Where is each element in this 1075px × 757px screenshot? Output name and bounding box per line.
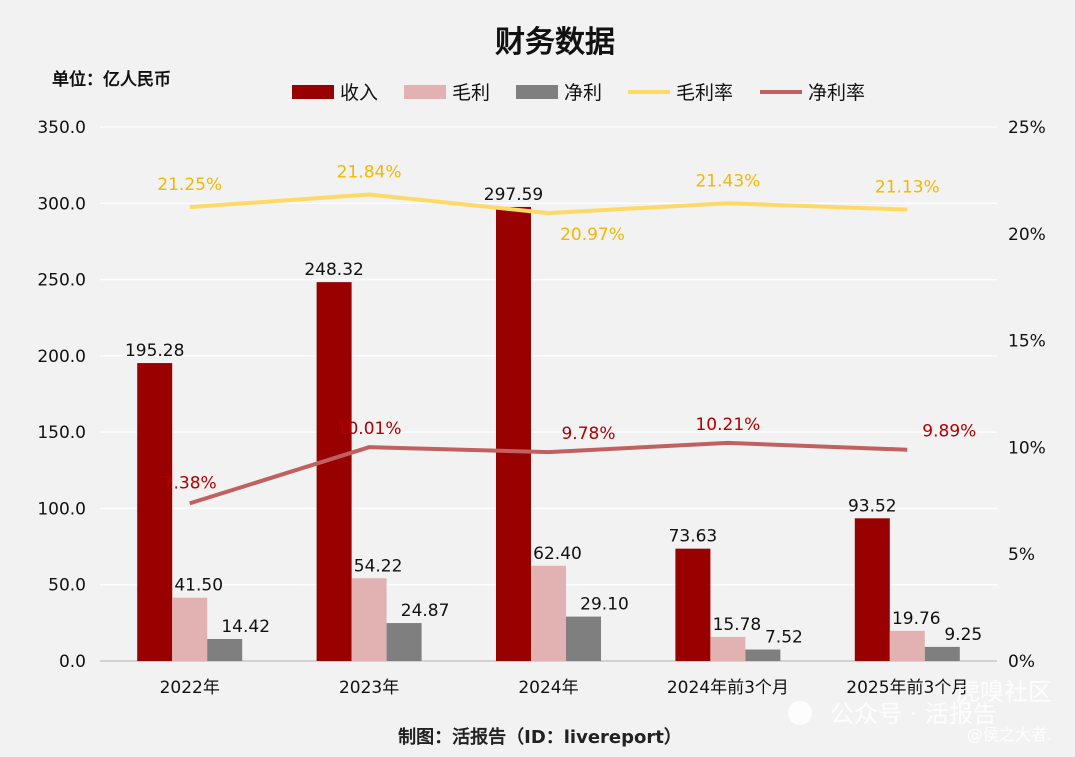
legend-label: 净利 [564, 82, 602, 104]
bar-data-label: 29.10 [580, 595, 629, 615]
x-tick-label: 2024年前3个月 [667, 678, 789, 698]
rate-data-label: 10.01% [337, 419, 402, 439]
rate-data-label: 20.97% [560, 225, 625, 245]
bars-group [137, 206, 960, 661]
lines-group [189, 192, 908, 506]
wechat-icon [788, 701, 812, 725]
legend-swatch [404, 85, 446, 99]
y-right-tick-label: 5% [1008, 545, 1035, 565]
bar-data-label: 14.42 [221, 617, 270, 637]
rate-data-label: 21.13% [875, 178, 940, 198]
bar-data-label: 297.59 [484, 185, 543, 205]
y-left-tick-label: 100.0 [37, 499, 86, 519]
bar-data-label: 73.63 [669, 527, 718, 547]
legend-label: 净利率 [808, 82, 865, 104]
bar-data-label: 41.50 [174, 576, 223, 596]
line-净利率 [189, 440, 908, 506]
chart-title: 财务数据 [495, 25, 615, 60]
y-right-tick-label: 25% [1008, 118, 1046, 138]
watermark-line3: @侯之大者. [967, 725, 1052, 744]
labels-group: 195.28 248.32 297.59 73.63 93.52 41.50 54.22 62… [125, 162, 982, 647]
legend-label: 毛利率 [676, 82, 733, 104]
y-right-tick-label: 10% [1008, 438, 1046, 458]
bar-毛利 [531, 565, 566, 661]
x-tick-label: 2024年 [518, 678, 578, 698]
footer-credit: 制图：活报告（ID：livereport） [398, 726, 682, 748]
legend-label: 毛利 [452, 82, 490, 104]
bar-毛利 [351, 578, 387, 661]
rate-data-label: 10.21% [695, 415, 760, 435]
y-left-tick-label: 300.0 [37, 194, 86, 214]
bar-data-label: 195.28 [125, 341, 184, 361]
y-left-tick-label: 350.0 [37, 118, 86, 138]
bar-data-label: 24.87 [401, 601, 450, 621]
legend-label: 收入 [340, 82, 378, 104]
y-left-tick-label: 200.0 [37, 347, 86, 367]
bar-data-label: 19.76 [892, 609, 941, 629]
bar-净利 [386, 623, 422, 661]
bar-data-label: 54.22 [354, 556, 403, 576]
rate-data-label: 9.89% [922, 422, 976, 442]
bar-data-label: 62.40 [533, 544, 582, 564]
y-left-tick-label: 0.0 [59, 652, 86, 672]
bar-收入 [316, 282, 352, 661]
rate-data-label: 21.25% [157, 175, 222, 195]
bar-收入 [496, 206, 531, 661]
bar-毛利 [889, 630, 925, 661]
bar-data-label: 15.78 [713, 615, 762, 635]
x-axis: 2022年 2023年 2024年 2024年前3个月 2025年前3个月 [160, 678, 969, 698]
rate-data-label: 21.84% [337, 162, 402, 182]
bar-净利 [745, 649, 781, 661]
bar-毛利 [710, 636, 746, 661]
unit-label: 单位：亿人民币 [52, 69, 171, 90]
bar-收入 [137, 363, 173, 661]
rate-data-label: 7.38% [163, 473, 217, 493]
x-tick-label: 2023年 [339, 678, 399, 698]
bar-净利 [566, 616, 601, 661]
y-right-tick-label: 0% [1008, 652, 1035, 672]
x-tick-label: 2022年 [160, 678, 220, 698]
bar-净利 [924, 646, 960, 661]
legend: 收入 毛利 净利 毛利率 净利率 [292, 82, 865, 104]
bar-净利 [207, 638, 243, 661]
watermark-line1: 虎嗅社区 [956, 678, 1052, 706]
right-axis: 0% 5% 10% 15% 20% 25% [1008, 118, 1046, 672]
bar-收入 [675, 548, 711, 661]
y-right-tick-label: 20% [1008, 225, 1046, 245]
y-left-tick-label: 150.0 [37, 423, 86, 443]
bar-data-label: 9.25 [944, 625, 982, 645]
watermark-line2: 公众号 · 活报告 [830, 700, 997, 728]
bar-收入 [854, 518, 890, 661]
y-right-tick-label: 15% [1008, 332, 1046, 352]
x-tick-label: 2025年前3个月 [846, 678, 968, 698]
rate-data-label: 21.43% [695, 171, 760, 191]
bar-data-label: 93.52 [848, 496, 897, 516]
y-left-tick-label: 250.0 [37, 271, 86, 291]
y-left-tick-label: 50.0 [48, 576, 86, 596]
bar-data-label: 248.32 [304, 260, 363, 280]
legend-swatch [292, 85, 334, 99]
legend-swatch [516, 85, 558, 99]
left-axis: 0.0 50.0 100.0 150.0 200.0 250.0 300.0 350.0 [37, 118, 86, 672]
rate-data-label: 9.78% [561, 424, 615, 444]
watermark: 虎嗅社区 公众号 · 活报告 @侯之大者. [788, 678, 1052, 744]
bar-data-label: 7.52 [765, 628, 803, 648]
bar-毛利 [172, 597, 208, 661]
